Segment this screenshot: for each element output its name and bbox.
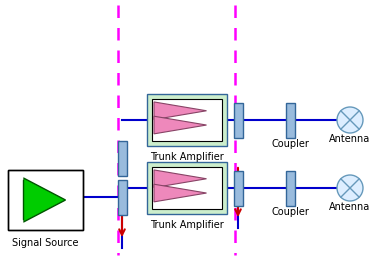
Text: Trunk Amplifier: Trunk Amplifier — [150, 220, 224, 230]
Bar — [233, 102, 243, 138]
Bar — [286, 171, 295, 205]
Text: Coupler: Coupler — [271, 139, 309, 149]
Bar — [117, 140, 127, 176]
Polygon shape — [154, 102, 206, 119]
Bar — [286, 102, 295, 138]
Polygon shape — [154, 116, 206, 134]
Bar — [117, 179, 127, 215]
Polygon shape — [15, 174, 24, 226]
Bar — [147, 162, 227, 214]
Bar — [152, 167, 222, 209]
Polygon shape — [154, 170, 206, 188]
Text: Coupler: Coupler — [271, 207, 309, 217]
Bar — [233, 171, 243, 205]
Circle shape — [337, 175, 363, 201]
Polygon shape — [154, 184, 206, 202]
Bar — [8, 170, 83, 230]
Bar — [8, 170, 83, 230]
Bar — [147, 94, 227, 146]
Text: Antenna: Antenna — [330, 202, 371, 212]
Text: Antenna: Antenna — [330, 134, 371, 144]
Polygon shape — [23, 178, 65, 222]
Bar — [152, 99, 222, 141]
Circle shape — [337, 107, 363, 133]
Text: Signal Source: Signal Source — [12, 238, 79, 248]
Text: Trunk Amplifier: Trunk Amplifier — [150, 152, 224, 162]
